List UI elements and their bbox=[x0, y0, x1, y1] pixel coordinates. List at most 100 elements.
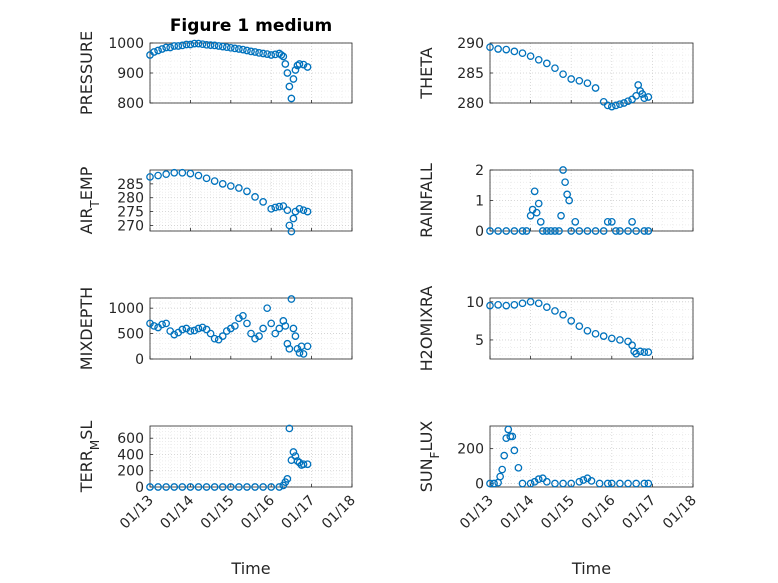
x-tick-label: 01/13 bbox=[457, 493, 497, 533]
data-point bbox=[502, 301, 511, 310]
data-point bbox=[226, 43, 235, 52]
data-point bbox=[230, 322, 239, 330]
data-point bbox=[575, 76, 584, 85]
data-point bbox=[567, 227, 576, 235]
x-tick-label: 01/16 bbox=[579, 492, 619, 532]
data-point bbox=[210, 334, 219, 343]
data-point bbox=[170, 330, 179, 339]
y-tick-label: 1000 bbox=[108, 301, 144, 317]
data-point bbox=[534, 475, 543, 484]
data-point bbox=[583, 79, 592, 88]
data-point bbox=[624, 97, 632, 106]
data-point bbox=[587, 477, 596, 485]
data-point bbox=[255, 332, 263, 340]
data-point bbox=[162, 170, 171, 179]
data-point bbox=[530, 187, 539, 196]
data-point bbox=[287, 94, 296, 103]
data-point bbox=[575, 477, 584, 486]
data-point bbox=[303, 63, 312, 71]
data-point bbox=[283, 475, 292, 483]
data-point bbox=[534, 199, 543, 208]
data-point bbox=[285, 82, 294, 91]
data-point bbox=[518, 227, 527, 235]
data-point bbox=[494, 45, 502, 53]
y-tick-label: 500 bbox=[117, 327, 144, 343]
data-point bbox=[486, 301, 494, 310]
data-point bbox=[518, 299, 527, 308]
data-point bbox=[194, 324, 203, 333]
data-point bbox=[532, 208, 541, 217]
data-point bbox=[620, 99, 628, 107]
data-point bbox=[206, 329, 215, 338]
data-point bbox=[154, 483, 162, 491]
axes-box bbox=[149, 297, 353, 360]
y-axis-label: H2OMIXRA bbox=[417, 286, 436, 372]
y-tick-label: 0 bbox=[135, 352, 144, 368]
data-point bbox=[559, 479, 567, 488]
data-point bbox=[239, 45, 247, 54]
data-point bbox=[243, 319, 251, 328]
axes-box bbox=[489, 425, 694, 488]
data-point bbox=[536, 218, 545, 226]
y-axis-label: TERRMSL bbox=[77, 421, 102, 494]
data-point bbox=[210, 177, 219, 185]
data-point bbox=[644, 227, 653, 235]
data-point bbox=[281, 60, 290, 68]
data-point bbox=[291, 452, 300, 460]
data-point bbox=[579, 476, 588, 484]
subplot-5: 0 500 1000 MIXDEPTH bbox=[77, 287, 353, 370]
x-tick-label: 01/16 bbox=[238, 492, 278, 532]
x-tick-label: 01/17 bbox=[619, 493, 659, 533]
data-point bbox=[624, 479, 632, 488]
data-point bbox=[567, 75, 576, 83]
x-tick-label: 01/13 bbox=[117, 493, 157, 533]
y-axis-label: THETA bbox=[417, 47, 436, 99]
data-point bbox=[591, 227, 600, 235]
subplot-2: 280 285 290 THETA bbox=[417, 36, 694, 112]
data-point bbox=[638, 90, 647, 98]
y-tick-label: 1000 bbox=[108, 36, 144, 52]
data-point bbox=[534, 299, 543, 308]
data-point bbox=[551, 307, 559, 315]
data-point bbox=[607, 218, 616, 226]
data-point bbox=[616, 479, 624, 488]
data-point bbox=[271, 329, 280, 338]
data-point bbox=[490, 479, 498, 488]
data-point bbox=[218, 483, 227, 491]
data-point bbox=[255, 49, 263, 57]
y-tick-label: 0 bbox=[475, 477, 484, 493]
data-point bbox=[632, 479, 641, 488]
data-point bbox=[542, 303, 551, 311]
data-point bbox=[210, 41, 219, 50]
data-point bbox=[186, 40, 195, 49]
data-point bbox=[277, 51, 286, 59]
data-point bbox=[616, 336, 624, 344]
y-tick-label: 0 bbox=[475, 224, 484, 240]
data-point bbox=[299, 460, 308, 469]
data-point bbox=[281, 322, 290, 330]
data-point bbox=[583, 227, 592, 235]
data-point bbox=[162, 43, 171, 52]
data-point bbox=[218, 42, 227, 51]
y-tick-label: 270 bbox=[117, 218, 144, 234]
data-point bbox=[206, 41, 215, 49]
axes-box bbox=[149, 169, 353, 232]
data-point bbox=[575, 227, 584, 235]
data-point bbox=[632, 349, 641, 358]
data-point bbox=[230, 44, 239, 53]
data-point bbox=[616, 227, 624, 235]
data-point bbox=[251, 483, 259, 491]
data-point bbox=[502, 227, 511, 235]
data-point bbox=[243, 483, 251, 491]
data-point bbox=[547, 227, 555, 235]
data-point bbox=[178, 168, 187, 177]
data-point bbox=[607, 102, 616, 111]
data-point bbox=[551, 227, 559, 235]
data-point bbox=[178, 41, 187, 50]
data-point bbox=[247, 47, 255, 56]
data-point bbox=[263, 304, 272, 313]
data-point bbox=[534, 55, 543, 64]
y-tick-label: 1 bbox=[475, 194, 484, 210]
